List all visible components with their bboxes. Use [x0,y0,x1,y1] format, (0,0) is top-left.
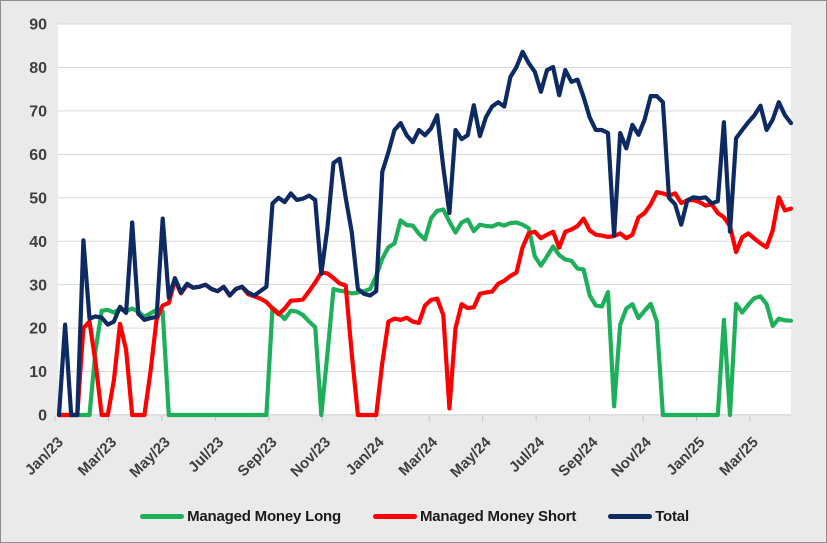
series-line-managed-money-long [56,207,794,418]
y-axis-label: 50 [29,190,47,207]
legend-swatch-red [372,513,417,519]
y-axis-label: 20 [29,321,47,338]
y-axis-label: 30 [29,277,47,294]
plot-area [58,24,791,416]
series-line-total [56,49,794,418]
y-axis-label: 90 [29,17,47,34]
y-axis-label: 10 [29,364,47,381]
y-axis-label: 40 [29,234,47,251]
legend-swatch-navy [608,513,653,519]
legend-label: Managed Money Long [187,507,341,525]
legend-item-managed-money-long[interactable]: Managed Money Long [140,508,341,525]
y-axis-label: 80 [29,60,47,77]
y-axis-label: 70 [29,103,47,120]
legend-label: Total [655,507,689,525]
legend-item-total[interactable]: Total [608,508,689,525]
legend-swatch-green [140,513,185,519]
chart-legend: Managed Money Long Managed Money Short T… [1,504,826,528]
legend-item-managed-money-short[interactable]: Managed Money Short [372,507,577,525]
legend-label: Managed Money Short [419,507,577,525]
y-axis-label: 0 [38,408,47,425]
y-axis-label: 60 [29,147,47,164]
